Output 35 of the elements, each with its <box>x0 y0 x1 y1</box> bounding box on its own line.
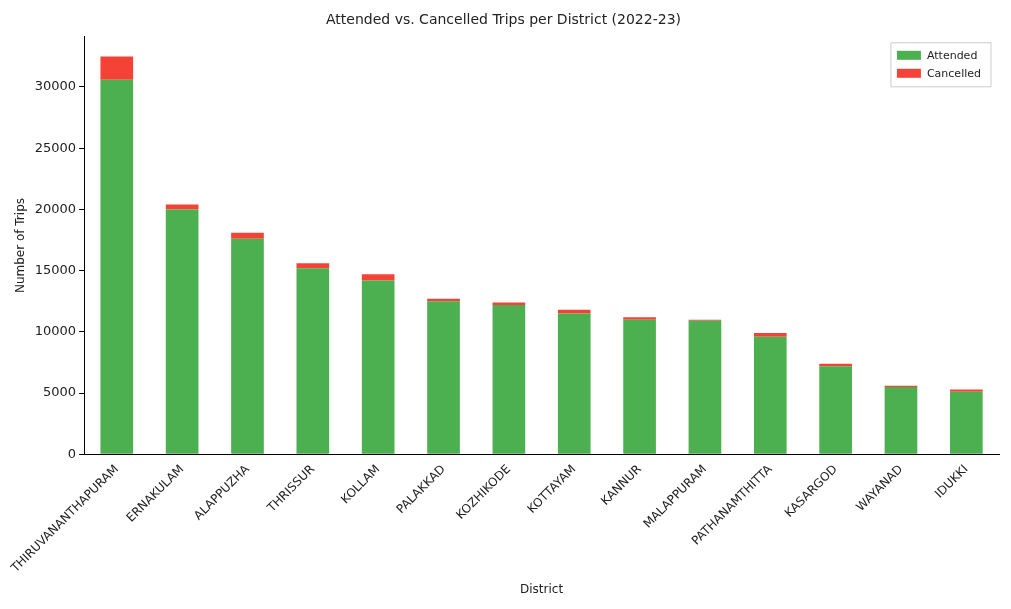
bar <box>819 366 852 454</box>
bar <box>623 319 656 454</box>
y-tick-label: 25000 <box>34 139 77 155</box>
y-tick-label: 20000 <box>34 200 77 216</box>
bar <box>753 333 787 337</box>
bar <box>949 391 983 454</box>
bar <box>361 280 395 454</box>
bar <box>557 313 591 454</box>
legend-label: Cancelled <box>926 66 982 80</box>
bar <box>492 302 526 305</box>
bar <box>361 274 395 281</box>
bar <box>949 389 983 392</box>
y-tick-label: 0 <box>67 445 77 461</box>
bar <box>231 232 264 239</box>
bar <box>296 268 330 454</box>
bar <box>165 209 199 454</box>
y-tick-label: 15000 <box>34 262 77 278</box>
legend-label: Attended <box>926 48 978 62</box>
bar <box>884 386 918 454</box>
y-tick-label: 10000 <box>34 323 77 339</box>
bar <box>100 79 134 454</box>
bar <box>296 263 330 269</box>
bar <box>557 309 591 314</box>
bar <box>753 336 787 454</box>
x-axis-title: District <box>520 581 564 596</box>
y-axis-title: Number of Trips <box>12 198 27 294</box>
y-tick-label: 5000 <box>43 384 77 400</box>
bar <box>623 317 656 320</box>
bar <box>100 56 134 80</box>
chart-title: Attended vs. Cancelled Trips per District (2022-23) <box>325 11 682 28</box>
bar <box>427 301 460 454</box>
bar <box>688 320 722 454</box>
bar <box>231 238 264 454</box>
y-tick-label: 30000 <box>34 78 77 94</box>
bar <box>492 304 526 454</box>
